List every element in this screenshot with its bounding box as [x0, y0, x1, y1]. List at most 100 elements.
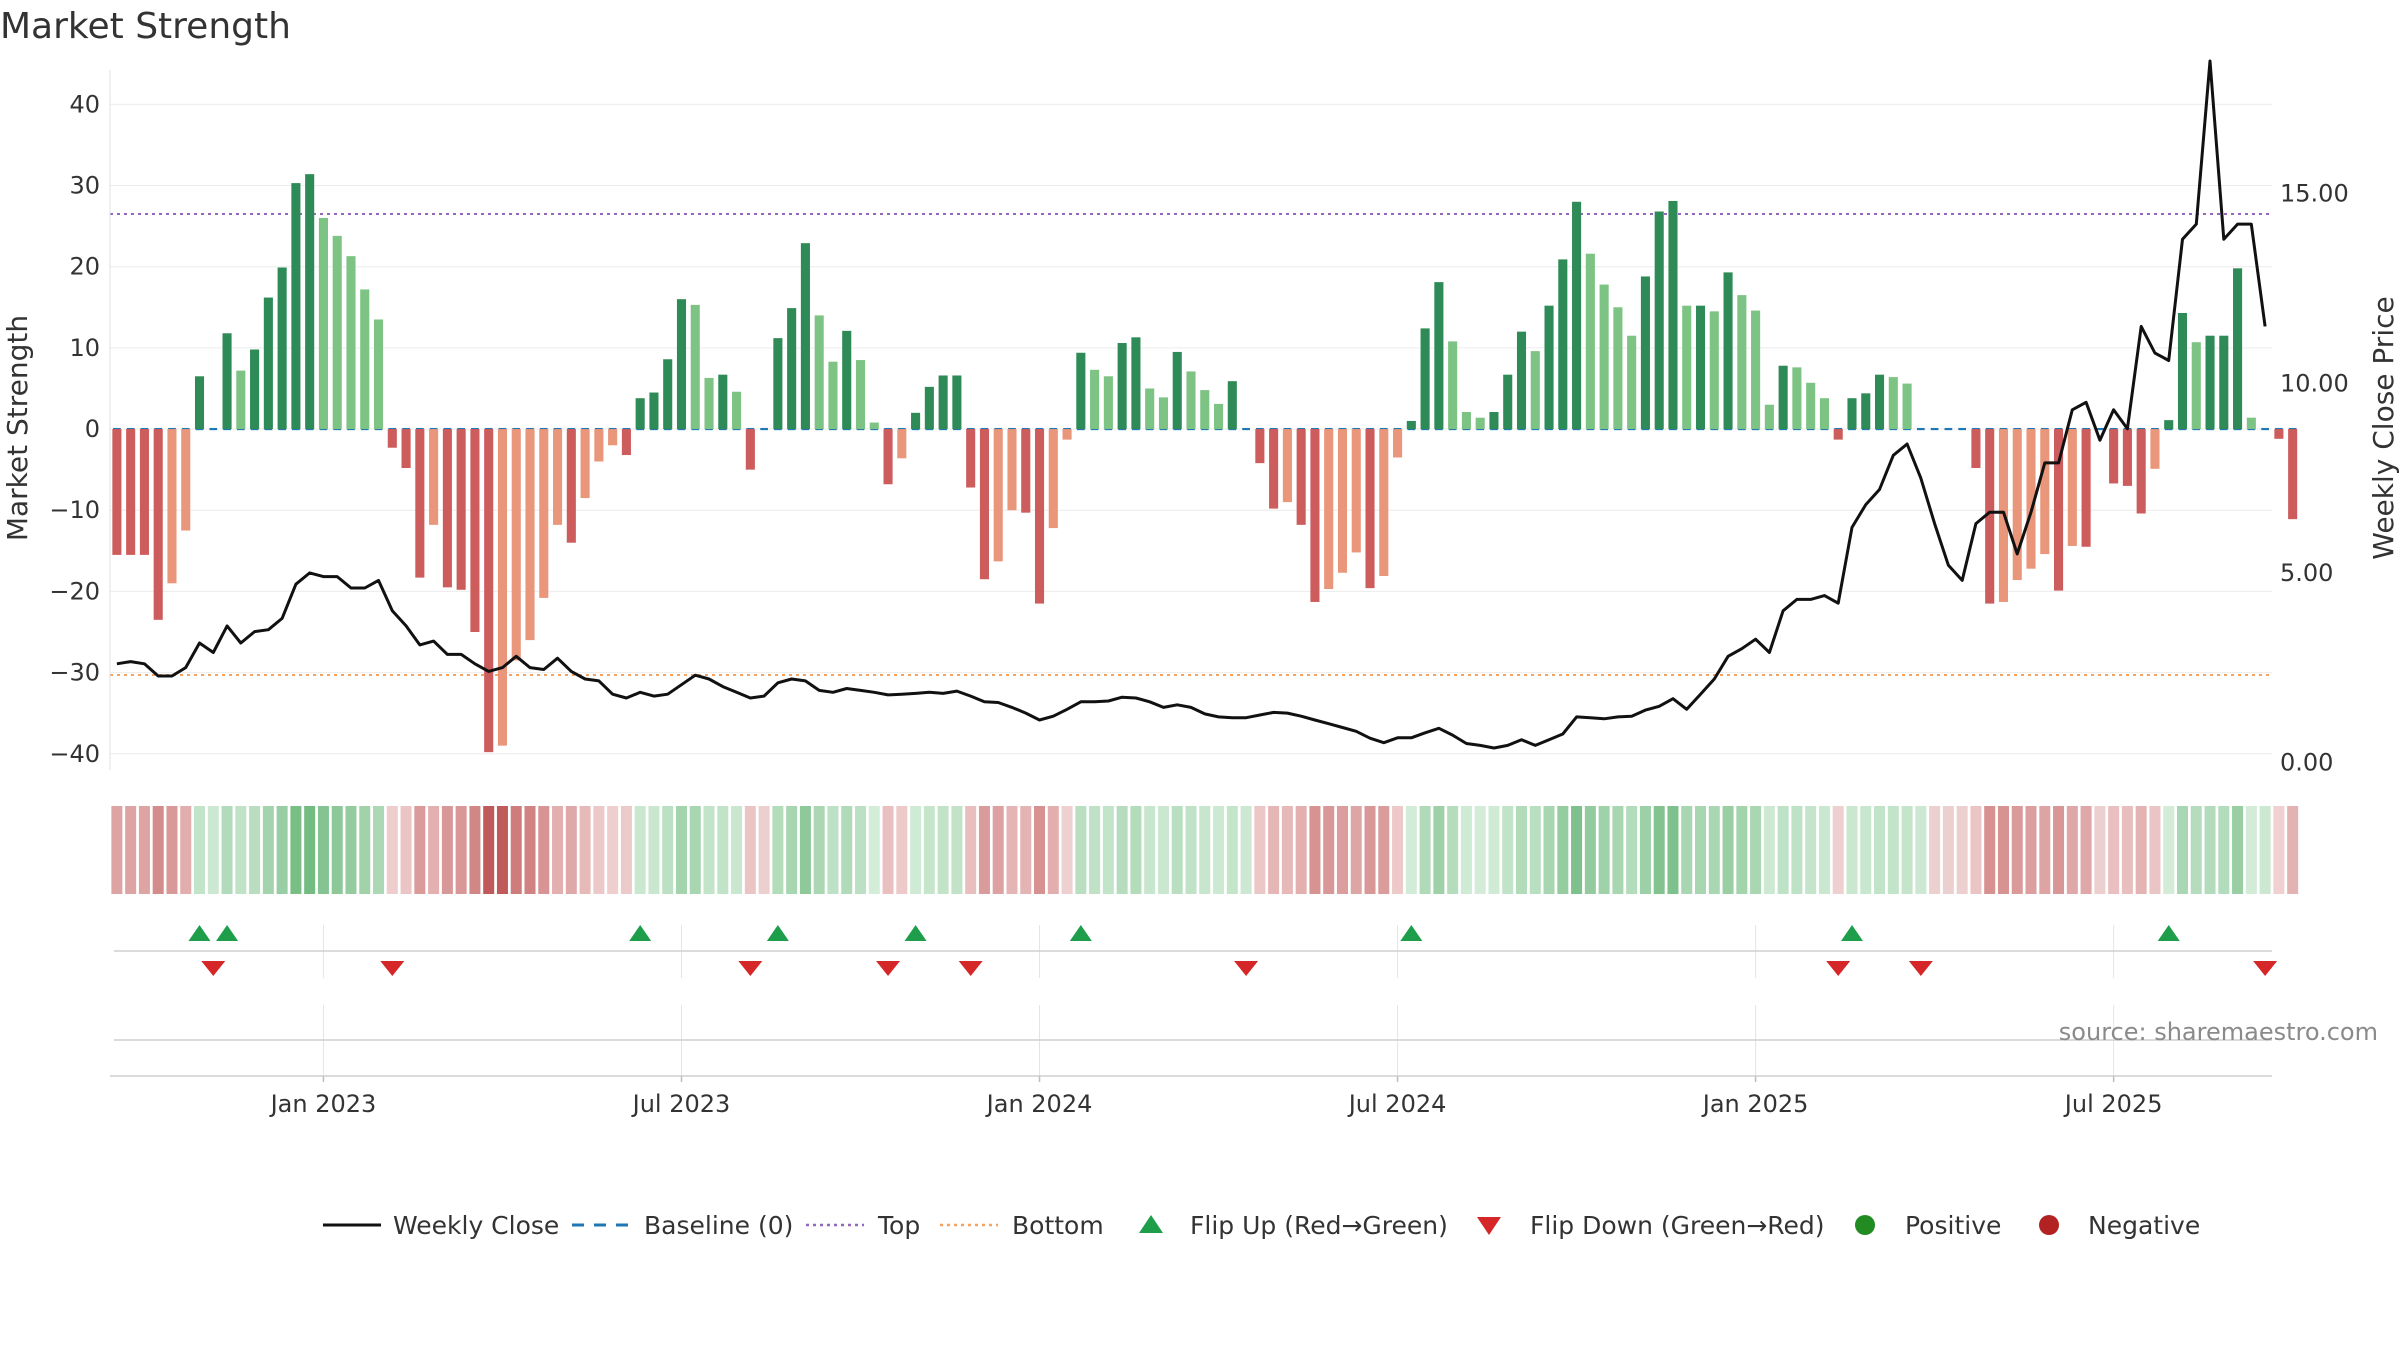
- x-tick-label: Jan 2023: [269, 1090, 377, 1118]
- strength-bar: [938, 375, 948, 430]
- flip-down-marker: [201, 961, 226, 976]
- strength-bar: [360, 289, 370, 430]
- heat-cell: [607, 806, 619, 894]
- heat-cell: [1185, 806, 1197, 894]
- strength-bar: [1117, 343, 1127, 430]
- flip-up-marker: [216, 925, 239, 941]
- strength-bar: [1448, 341, 1458, 430]
- heat-cell: [731, 806, 743, 894]
- heat-cell: [662, 806, 674, 894]
- heat-cell: [345, 806, 357, 894]
- x-tick-label: Jul 2023: [631, 1090, 731, 1118]
- y-tick-label: −40: [49, 740, 100, 768]
- heat-cell: [2218, 806, 2230, 894]
- heat-cell: [1901, 806, 1913, 894]
- heat-cell: [1295, 806, 1307, 894]
- strength-bar: [924, 386, 934, 430]
- heat-cell: [1460, 806, 1472, 894]
- heat-cell: [1639, 806, 1651, 894]
- flip-up-marker: [766, 925, 789, 941]
- strength-bar: [979, 429, 989, 580]
- heat-cell: [538, 806, 550, 894]
- strength-bar: [1062, 429, 1072, 440]
- strength-bar: [1393, 429, 1403, 458]
- strength-bar: [1282, 429, 1292, 503]
- strength-bar: [842, 330, 852, 430]
- heat-cell: [1653, 806, 1665, 894]
- flip-up-marker: [188, 925, 211, 941]
- legend-label: Flip Down (Green→Red): [1530, 1211, 1825, 1240]
- heat-cell: [1474, 806, 1486, 894]
- strength-bar: [800, 243, 810, 430]
- strength-bar: [429, 429, 439, 525]
- strength-bar: [167, 429, 177, 584]
- heat-cell: [400, 806, 412, 894]
- strength-bar: [1034, 429, 1045, 604]
- heat-cell: [2121, 806, 2133, 894]
- heat-cell: [1281, 806, 1293, 894]
- flip-down-marker: [876, 961, 901, 976]
- heat-cell: [1695, 806, 1707, 894]
- legend-triangle-up-icon: [1139, 1215, 1163, 1233]
- heat-cell: [111, 806, 123, 894]
- strength-bar: [1337, 429, 1348, 573]
- heat-cell: [744, 806, 756, 894]
- heat-cell: [593, 806, 605, 894]
- heat-cell: [1860, 806, 1872, 894]
- strength-bar: [814, 315, 824, 430]
- heat-cell: [1171, 806, 1183, 894]
- strength-bar: [112, 429, 122, 555]
- strength-bar: [2191, 342, 2201, 430]
- strength-bar: [1709, 311, 1719, 430]
- strength-bar: [1145, 388, 1155, 430]
- strength-bar: [277, 267, 287, 430]
- strength-bar: [704, 377, 714, 430]
- strength-bar: [126, 429, 136, 555]
- strength-bar: [1131, 337, 1141, 430]
- heat-cell: [1075, 806, 1087, 894]
- heat-cell: [1584, 806, 1596, 894]
- heat-cell: [2135, 806, 2147, 894]
- flip-up-marker: [2157, 925, 2180, 941]
- heat-cell: [386, 806, 398, 894]
- heat-cell: [1612, 806, 1624, 894]
- strength-bar: [1516, 331, 1527, 430]
- strength-bar: [1833, 429, 1843, 440]
- heat-cell: [896, 806, 908, 894]
- heat-cell: [1213, 806, 1225, 894]
- strength-bar: [732, 391, 742, 430]
- heat-cell: [414, 806, 426, 894]
- strength-bar: [663, 359, 673, 430]
- strength-heat-strip: [111, 806, 2299, 894]
- heat-cell: [1529, 806, 1541, 894]
- heat-cell: [2094, 806, 2106, 894]
- strength-bar: [2233, 268, 2243, 430]
- strength-bar: [346, 256, 356, 430]
- heat-cell: [634, 806, 646, 894]
- strength-bar: [1874, 374, 1885, 430]
- heat-cell: [841, 806, 853, 894]
- heat-cell: [1240, 806, 1252, 894]
- heat-cell: [937, 806, 949, 894]
- strength-bar: [1475, 417, 1485, 430]
- heat-cell: [1350, 806, 1362, 894]
- heat-cell: [1722, 806, 1734, 894]
- heat-cell: [620, 806, 632, 894]
- strength-bar: [2177, 312, 2188, 430]
- heat-cell: [125, 806, 137, 894]
- flip-up-marker: [629, 925, 652, 941]
- heat-cell: [249, 806, 261, 894]
- flip-down-marker: [1826, 961, 1851, 976]
- heat-cell: [772, 806, 784, 894]
- x-tick-label: Jan 2024: [985, 1090, 1093, 1118]
- strength-bar: [828, 361, 838, 430]
- strength-bar: [2012, 429, 2022, 581]
- legend-label: Weekly Close: [393, 1211, 559, 1240]
- strength-bar: [373, 319, 384, 430]
- heat-cell: [1157, 806, 1169, 894]
- heat-cell: [1254, 806, 1266, 894]
- strength-bar: [635, 398, 645, 430]
- heat-cell: [758, 806, 770, 894]
- y-tick-label: −20: [49, 577, 100, 605]
- strength-bar: [580, 429, 590, 499]
